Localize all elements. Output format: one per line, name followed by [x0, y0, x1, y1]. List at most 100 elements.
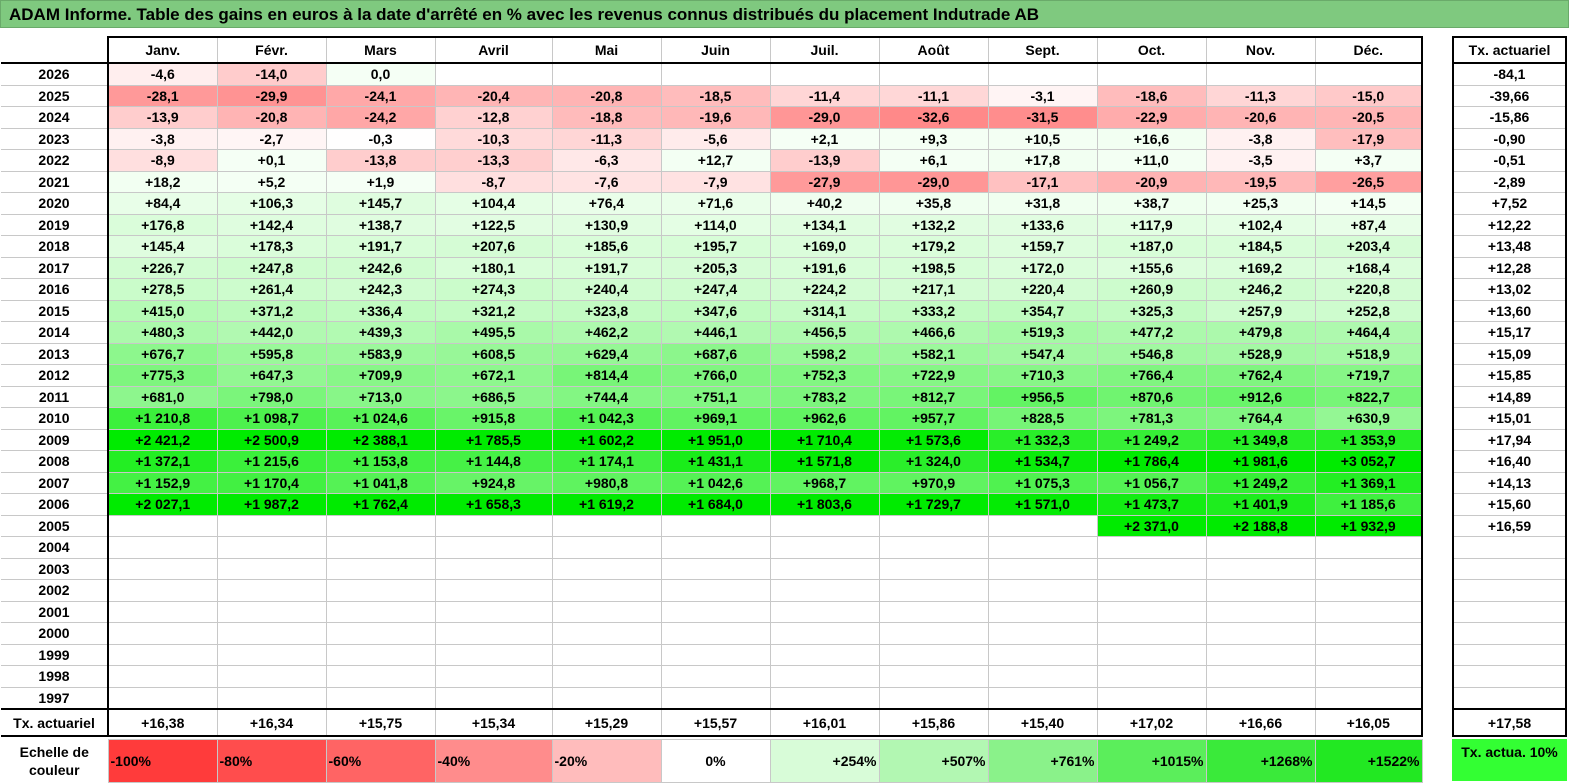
gain-cell: -6,3 — [551, 149, 662, 172]
gain-cell — [660, 514, 771, 537]
gain-cell — [1205, 643, 1316, 666]
gain-cell — [987, 579, 1098, 602]
gain-cell: +1 932,9 — [1314, 514, 1423, 537]
gain-cell: +1 981,6 — [1205, 450, 1316, 473]
gain-cell — [1205, 557, 1316, 580]
gain-cell: -7,6 — [551, 170, 662, 193]
gain-cell: +446,1 — [660, 321, 771, 344]
legend-swatch: -80% — [216, 739, 327, 783]
gain-cell: +76,4 — [551, 192, 662, 215]
gain-cell — [1205, 579, 1316, 602]
gain-cell: +477,2 — [1096, 321, 1207, 344]
gain-cell — [769, 686, 880, 710]
gain-cell: +1 056,7 — [1096, 471, 1207, 494]
gain-cell — [660, 557, 771, 580]
month-header: Mars — [325, 36, 436, 64]
gain-cell: +274,3 — [434, 278, 553, 301]
tx-cell — [1452, 579, 1567, 602]
gain-cell: +1 786,4 — [1096, 450, 1207, 473]
table-row: 2017 +226,7 +247,8 +242,6 +180,1 +191,7 +205,3… — [1, 256, 1423, 279]
tx-cell: +13,48 — [1452, 235, 1567, 258]
gain-cell: +518,9 — [1314, 342, 1423, 365]
gain-cell: +145,4 — [107, 235, 218, 258]
gain-cell: -0,3 — [325, 127, 436, 150]
gain-cell: +1 951,0 — [660, 428, 771, 451]
tx-row: +16,40 — [1452, 450, 1567, 473]
gain-cell: +814,4 — [551, 364, 662, 387]
gain-cell — [107, 536, 218, 559]
tx-cell: -39,66 — [1452, 84, 1567, 107]
gain-cell: +12,7 — [660, 149, 771, 172]
table-row: 2021 +18,2 +5,2 +1,9 -8,7 -7,6 -7,9 -27,9 -29,0-… — [1, 170, 1423, 193]
gain-cell — [660, 643, 771, 666]
gain-cell: +242,3 — [325, 278, 436, 301]
gain-cell: +133,6 — [987, 213, 1098, 236]
gain-cell: +6,1 — [878, 149, 989, 172]
year-label: 2012 — [1, 364, 109, 387]
gain-cell: +354,7 — [987, 299, 1098, 322]
gain-cell: +142,4 — [216, 213, 327, 236]
gain-cell: +1 349,8 — [1205, 428, 1316, 451]
gain-cell: -3,1 — [987, 84, 1098, 107]
gain-cell: -18,8 — [551, 106, 662, 129]
gain-cell: +1 249,2 — [1205, 471, 1316, 494]
gain-cell: +87,4 — [1314, 213, 1423, 236]
gain-cell — [878, 579, 989, 602]
table-row: 2014 +480,3 +442,0 +439,3 +495,5 +462,2 +446,1… — [1, 321, 1423, 344]
gain-cell — [216, 600, 327, 623]
gain-cell: +242,6 — [325, 256, 436, 279]
gain-cell — [660, 622, 771, 645]
year-label: 2014 — [1, 321, 109, 344]
gain-cell: +261,4 — [216, 278, 327, 301]
gain-cell — [216, 557, 327, 580]
gain-cell: +870,6 — [1096, 385, 1207, 408]
gain-cell: +957,7 — [878, 407, 989, 430]
gain-cell: +1 762,4 — [325, 493, 436, 516]
gain-cell: +247,8 — [216, 256, 327, 279]
tx-cell: +12,28 — [1452, 256, 1567, 279]
month-header: Janv. — [107, 36, 218, 64]
gain-cell — [325, 622, 436, 645]
legend-swatch: -100% — [107, 739, 218, 783]
gain-cell: +681,0 — [107, 385, 218, 408]
gain-cell: +456,5 — [769, 321, 880, 344]
tx-row — [1452, 686, 1567, 710]
gain-cell: -20,4 — [434, 84, 553, 107]
table-row: 2018 +145,4 +178,3 +191,7 +207,6 +185,6 +195,7… — [1, 235, 1423, 258]
total-cell: +16,05 — [1314, 708, 1423, 737]
gain-cell — [769, 514, 880, 537]
gain-cell — [216, 643, 327, 666]
legend-swatch: -60% — [325, 739, 436, 783]
gain-cell — [434, 579, 553, 602]
table-row: 1997 — [1, 686, 1423, 710]
gain-cell: +31,8 — [987, 192, 1098, 215]
gain-cell — [878, 600, 989, 623]
gain-cell: +102,4 — [1205, 213, 1316, 236]
gain-cell — [1096, 686, 1207, 710]
gain-cell — [551, 665, 662, 688]
gain-cell: +17,8 — [987, 149, 1098, 172]
gain-cell: +528,9 — [1205, 342, 1316, 365]
gain-cell — [1205, 536, 1316, 559]
gain-cell: +2 388,1 — [325, 428, 436, 451]
gain-cell — [325, 643, 436, 666]
year-label: 1997 — [1, 686, 109, 710]
gain-cell — [551, 62, 662, 86]
gain-cell — [1205, 686, 1316, 710]
gain-cell: -5,6 — [660, 127, 771, 150]
gain-cell — [878, 536, 989, 559]
gain-cell — [434, 536, 553, 559]
gain-cell: +781,3 — [1096, 407, 1207, 430]
gain-cell — [660, 536, 771, 559]
gain-cell: +134,1 — [769, 213, 880, 236]
gain-cell: +764,4 — [1205, 407, 1316, 430]
gain-cell: +1 210,8 — [107, 407, 218, 430]
gain-cell: +719,7 — [1314, 364, 1423, 387]
gain-cell: +1 153,8 — [325, 450, 436, 473]
gain-cell: +114,0 — [660, 213, 771, 236]
table-row: 2009 +2 421,2 +2 500,9 +2 388,1 +1 785,5 +1 6… — [1, 428, 1423, 451]
gain-cell: +1 534,7 — [987, 450, 1098, 473]
gain-cell: +1 372,1 — [107, 450, 218, 473]
table-row: 2007 +1 152,9 +1 170,4 +1 041,8 +924,8 +980,8… — [1, 471, 1423, 494]
gain-cell: +159,7 — [987, 235, 1098, 258]
